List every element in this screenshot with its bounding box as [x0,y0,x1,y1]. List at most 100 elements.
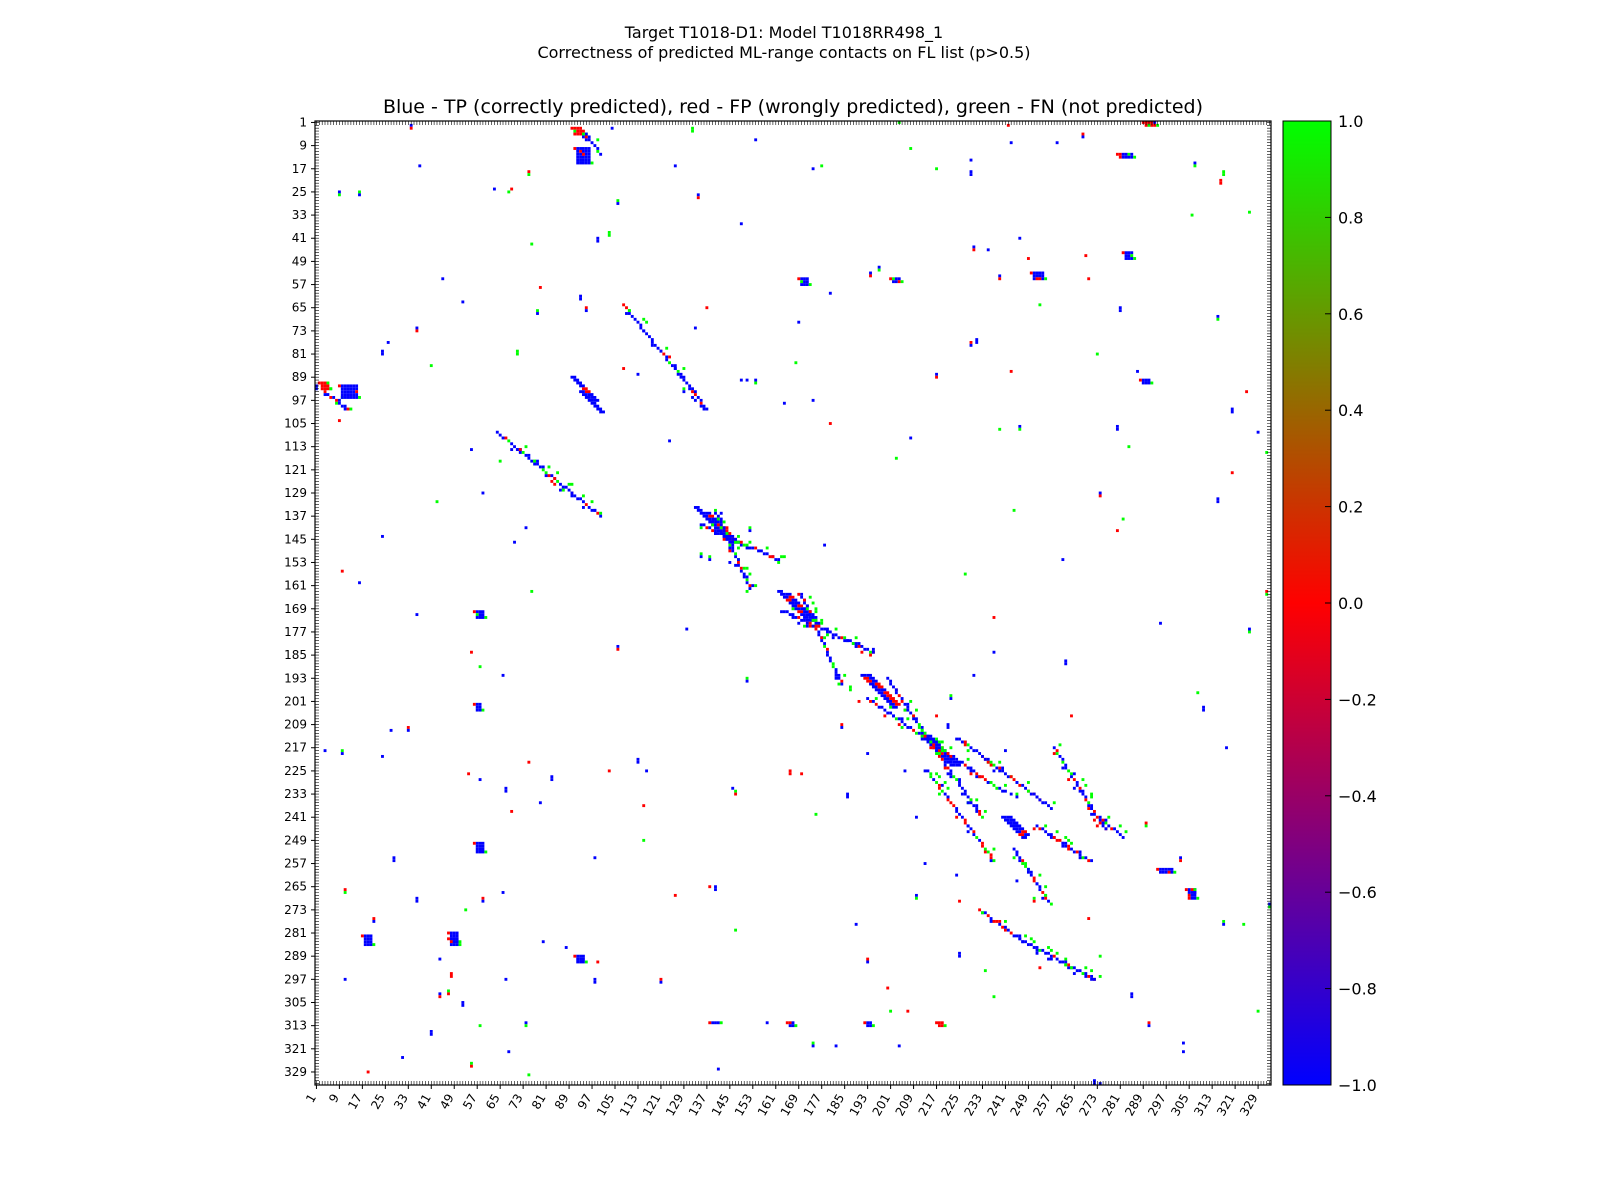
contact-cell-tp [894,688,898,692]
y-tick-label: 217 [284,741,307,755]
contact-cell-fn [358,190,361,194]
contact-cell-tp [475,702,479,706]
contact-cell-tp [481,491,485,495]
contact-cell-fn [1064,836,1068,839]
contact-cell-fp [728,549,732,553]
contact-cell-tp [593,508,597,512]
contact-cell-fp [1147,1021,1151,1025]
contact-cell-tp [343,393,347,397]
contact-cell-tp [343,404,347,408]
contact-cell-fn [929,772,933,776]
contact-cell-tp [1147,381,1151,385]
contact-cell-tp [1130,257,1134,260]
contact-cell-tp [1052,746,1056,750]
colorbar-tick-label: −0.6 [1338,883,1377,902]
contact-cell-tp [889,702,895,706]
colorbar-tick-label: 0.2 [1338,498,1363,517]
contact-cell-fp [1110,827,1114,831]
contact-cell-fp [693,393,697,397]
contact-cell-tp [955,809,959,813]
contact-cell-fp [788,595,795,599]
contact-cell-fn [581,494,585,498]
contact-cell-fp [883,691,890,695]
contact-cell-tp [498,433,502,437]
contact-cell-fn [848,688,852,692]
contact-cell-fn [1173,870,1177,874]
contact-cell-tp [714,526,720,530]
contact-cell-tp [834,673,838,677]
contact-cell-tp [840,726,844,729]
contact-cell-tp [826,653,829,657]
contact-cell-tp [679,372,683,376]
contact-cell-tp [935,743,938,747]
contact-cell-tp [581,147,585,150]
contact-cell-tp [791,604,798,608]
contact-cell-fn [1067,838,1071,842]
contact-cell-tp [550,778,554,782]
contact-cell-tp [627,312,631,315]
contact-cell-fn [596,138,600,142]
contact-cell-fn [909,699,913,703]
contact-cell-fn [343,891,347,894]
contact-cell-tp [1004,772,1007,776]
contact-cell-fn [1081,972,1085,975]
contact-cell-tp [897,1044,901,1048]
contact-cell-tp [576,381,582,385]
contact-cell-fp [840,636,844,640]
contact-cell-fp [1150,123,1154,127]
contact-cell-tp [1061,558,1065,562]
contact-cell-tp [958,783,961,787]
contact-cell-fp [329,396,333,399]
contact-cell-fp [510,187,514,191]
contact-cell-tp [989,917,993,920]
contact-cell-tp [538,801,542,805]
contact-cell-tp [369,937,373,941]
contact-cell-tp [579,957,582,961]
contact-cell-tp [972,833,976,837]
contact-cell-fp [814,627,818,631]
contact-cell-tp [478,844,482,848]
contact-cell-tp [739,569,743,573]
contact-cell-tp [1072,972,1076,975]
contact-cell-fn [748,540,752,544]
contact-cell-tp [1144,381,1148,385]
contact-cell-tp [774,558,778,562]
contact-cell-fn [1026,789,1030,793]
contact-cell-tp [917,731,921,735]
contact-cell-tp [1061,757,1065,761]
contact-cell-fp [754,546,758,550]
contact-cell-tp [702,404,706,408]
contact-cell-tp [702,523,706,527]
contact-cell-fp [576,129,580,133]
contact-cell-tp [524,453,528,457]
contact-cell-fp [900,699,904,703]
contact-cell-tp [952,760,959,764]
contact-cell-tp [1144,378,1148,382]
x-tick-label: 25 [368,1092,388,1112]
contact-cell-tp [1061,960,1065,964]
contact-cell-tp [828,630,832,634]
contact-cell-fn [920,728,924,732]
contact-cell-tp [734,537,738,541]
contact-cell-fn [1044,893,1048,897]
contact-cell-tp [932,740,938,744]
contact-cell-tp [998,769,1002,773]
contact-cell-tp [639,323,643,327]
contact-cell-fp [1032,827,1036,831]
contact-cell-tp [1159,621,1162,625]
x-tick-label: 113 [617,1092,641,1119]
contact-cell-tp [584,132,588,136]
contact-cell-tp [587,138,591,142]
contact-cell-tp [989,859,993,863]
contact-cell-tp [584,155,588,159]
contact-cell-fp [981,841,984,845]
contact-cell-tp [1078,856,1082,860]
contact-cell-tp [714,888,717,892]
contact-cell-tp [349,393,353,397]
contact-cell-tp [1159,867,1162,871]
contact-cell-fp [573,147,577,150]
contact-cell-tp [1124,257,1128,260]
contact-cell-tp [814,616,818,619]
contact-cell-fp [449,974,453,978]
contact-cell-tp [366,943,370,947]
